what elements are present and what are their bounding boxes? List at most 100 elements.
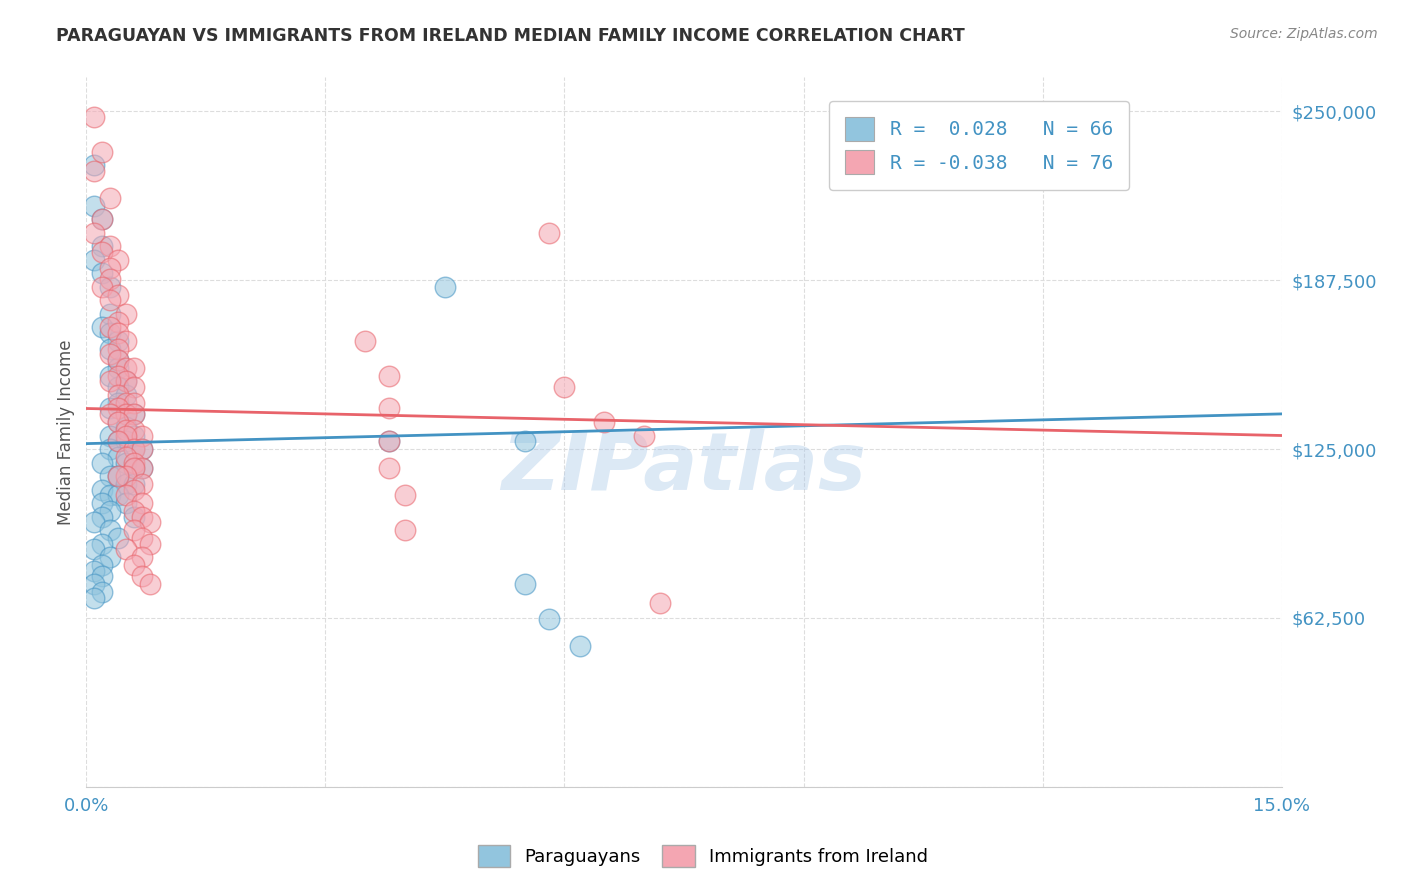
Point: [83, 158, 105, 172]
Point: [115, 469, 138, 483]
Point: [122, 380, 145, 394]
Point: [98, 407, 121, 421]
Point: [378, 434, 401, 448]
Point: [91, 212, 114, 227]
Point: [91, 558, 114, 573]
Point: [83, 591, 105, 605]
Point: [131, 496, 153, 510]
Point: [115, 307, 138, 321]
Point: [122, 509, 145, 524]
Point: [91, 536, 114, 550]
Point: [83, 226, 105, 240]
Point: [115, 456, 138, 470]
Point: [83, 252, 105, 267]
Point: [98, 347, 121, 361]
Point: [107, 434, 129, 448]
Point: [131, 428, 153, 442]
Point: [115, 428, 138, 442]
Point: [91, 145, 114, 159]
Point: [433, 280, 456, 294]
Point: [98, 550, 121, 565]
Text: ZIPatlas: ZIPatlas: [502, 429, 866, 507]
Point: [107, 352, 129, 367]
Point: [107, 288, 129, 302]
Point: [354, 334, 377, 348]
Point: [98, 293, 121, 308]
Point: [122, 558, 145, 573]
Point: [98, 239, 121, 253]
Point: [91, 496, 114, 510]
Point: [122, 477, 145, 491]
Text: Source: ZipAtlas.com: Source: ZipAtlas.com: [1230, 27, 1378, 41]
Point: [122, 442, 145, 456]
Point: [107, 388, 129, 402]
Point: [131, 477, 153, 491]
Point: [98, 523, 121, 537]
Point: [122, 428, 145, 442]
Point: [115, 396, 138, 410]
Point: [115, 388, 138, 402]
Point: [115, 488, 138, 502]
Point: [131, 531, 153, 545]
Point: [513, 577, 536, 591]
Point: [98, 320, 121, 334]
Point: [115, 361, 138, 376]
Point: [107, 488, 129, 502]
Point: [131, 461, 153, 475]
Point: [83, 577, 105, 591]
Point: [107, 396, 129, 410]
Point: [98, 442, 121, 456]
Point: [115, 450, 138, 464]
Point: [122, 461, 145, 475]
Point: [107, 415, 129, 429]
Point: [122, 396, 145, 410]
Point: [107, 401, 129, 416]
Point: [537, 226, 560, 240]
Point: [115, 423, 138, 437]
Point: [98, 260, 121, 275]
Point: [115, 375, 138, 389]
Point: [122, 407, 145, 421]
Point: [107, 450, 129, 464]
Point: [139, 515, 162, 529]
Point: [107, 434, 129, 448]
Point: [115, 434, 138, 448]
Point: [98, 401, 121, 416]
Point: [98, 428, 121, 442]
Point: [122, 407, 145, 421]
Point: [83, 110, 105, 124]
Point: [83, 541, 105, 556]
Point: [98, 307, 121, 321]
Point: [122, 461, 145, 475]
Point: [107, 469, 129, 483]
Point: [115, 541, 138, 556]
Point: [378, 401, 401, 416]
Point: [91, 509, 114, 524]
Point: [91, 266, 114, 280]
Point: [553, 380, 575, 394]
Legend: Paraguayans, Immigrants from Ireland: Paraguayans, Immigrants from Ireland: [471, 838, 935, 874]
Point: [131, 442, 153, 456]
Point: [98, 272, 121, 286]
Point: [91, 212, 114, 227]
Point: [107, 315, 129, 329]
Point: [115, 477, 138, 491]
Point: [107, 334, 129, 348]
Point: [91, 239, 114, 253]
Point: [394, 488, 416, 502]
Point: [122, 423, 145, 437]
Point: [83, 564, 105, 578]
Point: [91, 280, 114, 294]
Point: [98, 191, 121, 205]
Point: [98, 488, 121, 502]
Point: [83, 199, 105, 213]
Point: [378, 369, 401, 384]
Point: [131, 569, 153, 583]
Point: [107, 469, 129, 483]
Point: [139, 536, 162, 550]
Point: [107, 531, 129, 545]
Point: [122, 523, 145, 537]
Point: [83, 163, 105, 178]
Point: [98, 369, 121, 384]
Point: [139, 577, 162, 591]
